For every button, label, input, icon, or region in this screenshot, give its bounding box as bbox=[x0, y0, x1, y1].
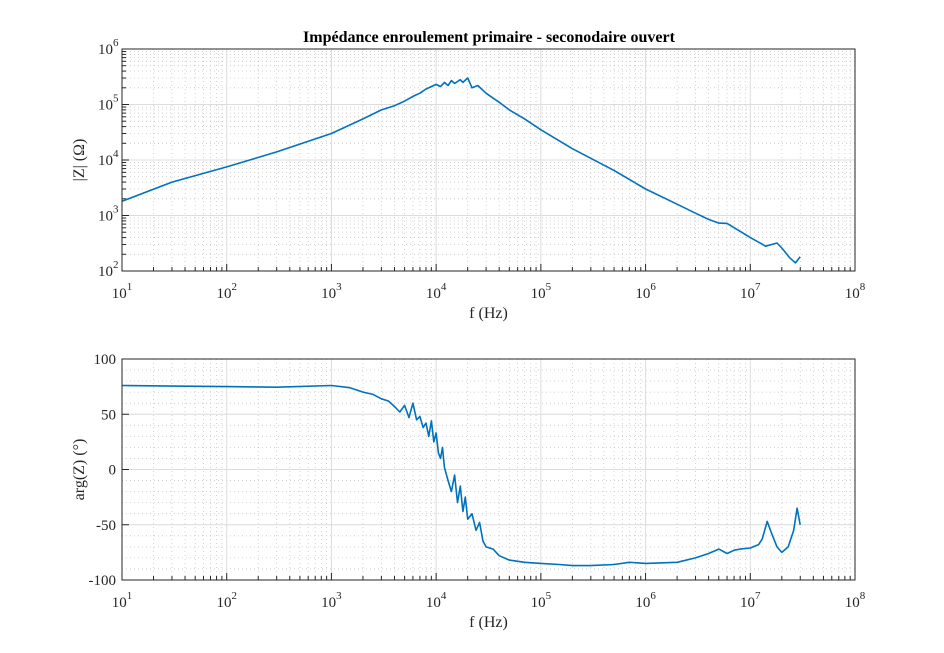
y-tick-label: 104 bbox=[98, 148, 119, 169]
y-tick-label: 105 bbox=[98, 93, 119, 114]
y-tick-label: 106 bbox=[98, 37, 119, 58]
x-tick-label: 104 bbox=[426, 590, 447, 611]
y-tick-label: -50 bbox=[96, 518, 116, 534]
x-tick-label: 108 bbox=[845, 590, 866, 611]
y-tick-label: 102 bbox=[98, 259, 119, 280]
data-line-magnitude bbox=[121, 77, 801, 264]
y-axis-label: |Z| (Ω) bbox=[71, 139, 88, 182]
axes-box bbox=[121, 48, 856, 272]
x-tick-label: 106 bbox=[635, 590, 656, 611]
x-tick-label: 108 bbox=[845, 281, 866, 302]
x-tick-label: 102 bbox=[216, 590, 237, 611]
magnitude-axes: 101 102 103 104 105 106 107 108102103104105106f… bbox=[71, 37, 866, 322]
y-tick-label: 50 bbox=[101, 407, 116, 423]
x-tick-label: 106 bbox=[635, 281, 656, 302]
x-tick-label: 103 bbox=[321, 281, 342, 302]
chart-title: Impédance enroulement primaire - seconod… bbox=[303, 29, 676, 46]
y-axis-label: arg(Z) (°) bbox=[71, 439, 88, 501]
phase-axes: 101 102 103 104 105 106 107 108 -100 -50 0 50 100 f (… bbox=[71, 352, 866, 631]
y-tick-label: 100 bbox=[94, 352, 117, 368]
y-tick-label: 103 bbox=[98, 204, 119, 225]
x-tick-label: 102 bbox=[216, 281, 237, 302]
x-axis-label: f (Hz) bbox=[469, 614, 508, 631]
x-tick-label: 104 bbox=[426, 281, 447, 302]
axes-box bbox=[121, 358, 856, 581]
x-axis-label: f (Hz) bbox=[469, 305, 508, 322]
x-tick-label: 103 bbox=[321, 590, 342, 611]
x-tick-label: 107 bbox=[740, 590, 761, 611]
x-tick-label: 101 bbox=[112, 590, 133, 611]
x-tick-label: 107 bbox=[740, 281, 761, 302]
y-tick-label: 0 bbox=[109, 463, 117, 479]
data-line-phase bbox=[121, 384, 801, 567]
x-tick-label: 105 bbox=[531, 281, 552, 302]
y-tick-label: -100 bbox=[89, 573, 117, 589]
x-tick-label: 101 bbox=[112, 281, 133, 302]
x-tick-label: 105 bbox=[531, 590, 552, 611]
